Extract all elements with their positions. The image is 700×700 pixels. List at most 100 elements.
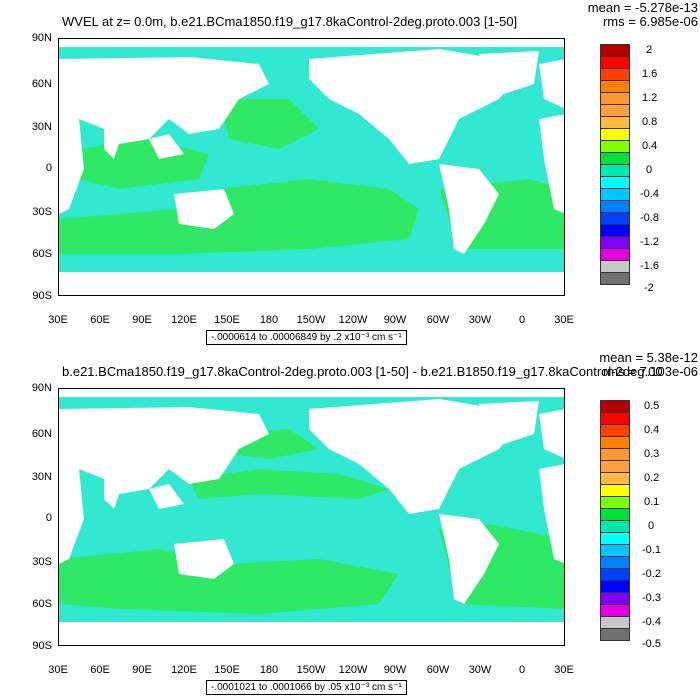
land-india — [104, 479, 119, 509]
colorbar-label: 0.3 — [644, 448, 660, 460]
colorbar-1: 2 1.6 1.2 0.8 0.4 0 -0.4 -0.8 -1.2 -1.6 … — [600, 44, 700, 294]
lon-label: 0 — [518, 314, 526, 326]
colorbar-label: -0.4 — [642, 616, 661, 628]
colorbar-label: -0.5 — [642, 638, 661, 650]
lon-label: 120W — [338, 664, 368, 676]
polar-land-south — [59, 622, 564, 645]
lon-label: 150E — [214, 314, 240, 326]
lon-label: 30E — [554, 314, 574, 326]
lat-label: 60S — [32, 248, 52, 260]
lon-label: 150W — [296, 314, 326, 326]
lon-label: 90W — [383, 664, 407, 676]
lat-label: 60S — [32, 598, 52, 610]
land-south-america — [439, 164, 499, 254]
panel-2-mean: mean = 5.38e-12 — [599, 350, 698, 365]
contour-range-box: -.0001021 to .0001066 by .05 x10⁻³ cm s⁻… — [206, 680, 407, 695]
lat-label: 30N — [31, 121, 52, 133]
lon-label: 180 — [259, 314, 279, 326]
lon-label: 120E — [171, 314, 197, 326]
lon-label: 90E — [132, 664, 152, 676]
colorbar-label: 0.8 — [642, 116, 658, 128]
lon-label: 60E — [90, 664, 110, 676]
lat-label: 30N — [31, 471, 52, 483]
colorbar-label: 0.2 — [644, 472, 660, 484]
land-seasia — [149, 484, 184, 509]
land-eurasia — [59, 407, 269, 494]
colorbar-swatch — [600, 272, 630, 285]
lon-label: 30E — [48, 664, 68, 676]
map-frame-1 — [58, 38, 565, 296]
land-south-america — [439, 514, 499, 604]
lon-label: 60W — [426, 664, 450, 676]
panel-1-mean: mean = -5.278e-13 — [587, 0, 698, 15]
polar-land-north — [59, 389, 564, 397]
lon-label: 120E — [171, 664, 197, 676]
land-africa-east — [539, 114, 564, 214]
colorbar-label: -2 — [644, 282, 654, 294]
panel-1-title: WVEL at z= 0.0m, b.e21.BCma1850.f19_g17.… — [62, 14, 518, 29]
colorbar-label: 2 — [646, 44, 653, 56]
colorbar-label: 0.4 — [642, 140, 658, 152]
lat-label: 0 — [45, 162, 52, 174]
land-africa — [59, 114, 84, 214]
land-greenland — [479, 401, 539, 444]
contour-range-box: -.0000614 to .00006849 by .2 x10⁻³ cm s⁻… — [206, 330, 407, 345]
land-australia — [174, 189, 234, 229]
lat-label: 0 — [45, 512, 52, 524]
colorbar-label: 1.2 — [642, 92, 658, 104]
colorbar-label: -0.4 — [640, 188, 659, 200]
lat-label: 90N — [31, 32, 52, 44]
polar-land-north — [59, 39, 564, 47]
lat-label: 60N — [31, 428, 52, 440]
colorbar-label: -0.2 — [642, 568, 661, 580]
lon-label: 30E — [48, 314, 68, 326]
field-band-positive — [59, 179, 419, 254]
field-band-positive — [59, 549, 399, 614]
colorbar-label: 1.6 — [642, 68, 658, 80]
land-india — [104, 129, 119, 159]
lon-label: 90E — [132, 314, 152, 326]
colorbar-label: 0 — [648, 520, 655, 532]
lat-label: 30S — [32, 206, 52, 218]
colorbar-label: -0.1 — [642, 544, 661, 556]
land-greenland — [479, 51, 539, 94]
colorbar-label: -0.3 — [642, 592, 661, 604]
lon-label: 30W — [468, 664, 492, 676]
lat-label: 30S — [32, 556, 52, 568]
land-australia — [174, 539, 234, 579]
colorbar-2: 0.5 0.4 0.3 0.2 0.1 0 -0.1 -0.2 -0.3 -0.… — [600, 400, 700, 650]
map-field-1 — [59, 39, 564, 295]
land-africa — [59, 464, 84, 564]
land-north-america — [309, 399, 529, 514]
map-frame-2 — [58, 388, 565, 646]
field-band-positive-2 — [189, 469, 389, 499]
lon-label: 30W — [468, 314, 492, 326]
panel-2-title: b.e21.BCma1850.f19_g17.8kaControl-2deg.p… — [62, 364, 663, 379]
lon-label: 120W — [338, 314, 368, 326]
colorbar-label: 0.4 — [644, 424, 660, 436]
land-europe — [539, 59, 564, 109]
land-africa-east — [539, 464, 564, 564]
polar-land-south — [59, 272, 564, 295]
colorbar-label: 0.1 — [644, 496, 660, 508]
colorbar-label: -1.6 — [640, 260, 659, 272]
lon-label: 150E — [214, 664, 240, 676]
lon-label: 150W — [296, 664, 326, 676]
lon-label: 60E — [90, 314, 110, 326]
land-europe — [539, 409, 564, 459]
lat-label: 60N — [31, 78, 52, 90]
lon-label: 30E — [554, 664, 574, 676]
land-seasia — [149, 134, 184, 159]
lat-label: 90S — [32, 290, 52, 302]
map-field-2 — [59, 389, 564, 645]
land-eurasia — [59, 57, 269, 144]
lat-label: 90S — [32, 640, 52, 652]
lon-label: 60W — [426, 314, 450, 326]
colorbar-label: 0.5 — [644, 400, 660, 412]
lon-label: 90W — [383, 314, 407, 326]
lon-label: 0 — [518, 664, 526, 676]
lon-label: 180 — [259, 664, 279, 676]
land-north-america — [309, 49, 529, 164]
colorbar-swatch — [600, 628, 630, 641]
field-band-positive-4 — [219, 99, 319, 149]
